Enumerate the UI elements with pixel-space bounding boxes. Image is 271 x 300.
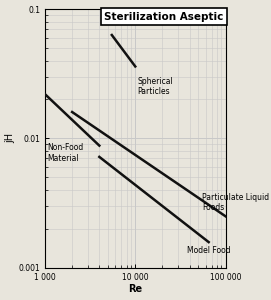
Text: Sterilization Aseptic: Sterilization Aseptic bbox=[104, 12, 224, 22]
Y-axis label: jH: jH bbox=[6, 134, 15, 143]
X-axis label: Re: Re bbox=[128, 284, 142, 294]
Text: Particulate Liquid
Foods: Particulate Liquid Foods bbox=[202, 193, 269, 212]
Text: Non-Food
Material: Non-Food Material bbox=[47, 143, 83, 163]
Text: Model Food: Model Food bbox=[187, 246, 230, 255]
Text: Spherical
Particles: Spherical Particles bbox=[137, 77, 173, 96]
